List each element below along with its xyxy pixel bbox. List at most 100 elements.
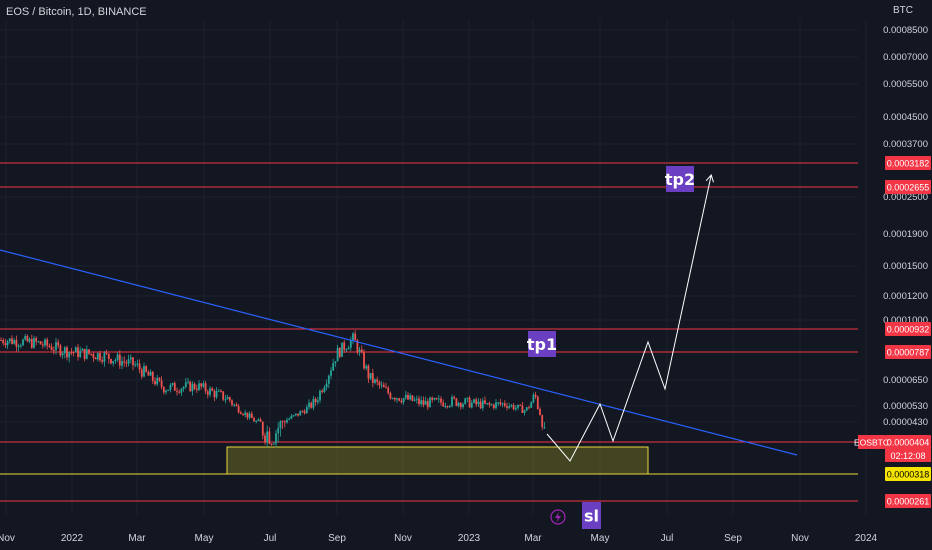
candle-body xyxy=(523,410,526,413)
candle-body xyxy=(277,428,280,434)
candle-body xyxy=(327,375,330,384)
candle-body xyxy=(488,403,491,405)
candle-body xyxy=(297,413,299,416)
y-tick-label: 0.0001000 xyxy=(883,315,928,326)
candle-body xyxy=(195,388,198,391)
candle-body xyxy=(173,383,176,391)
candle-body xyxy=(151,371,154,381)
candle-body xyxy=(134,364,137,366)
candle-body xyxy=(378,381,381,386)
candle-body xyxy=(444,406,447,408)
candle-body xyxy=(341,342,343,357)
candle-body xyxy=(530,402,533,408)
chart-grid xyxy=(0,20,867,515)
label-sl-box xyxy=(582,502,601,529)
candle-body xyxy=(162,386,165,393)
candle-body xyxy=(543,427,546,429)
candle-body xyxy=(400,400,403,403)
candle-body xyxy=(343,342,346,350)
candle-body xyxy=(305,407,308,414)
candle-body xyxy=(149,371,152,376)
candle-body xyxy=(213,390,216,398)
candle-body xyxy=(484,400,486,404)
candle-body xyxy=(398,398,401,401)
candle-body xyxy=(446,406,449,408)
candle-body xyxy=(525,407,528,411)
candle-body xyxy=(334,361,337,364)
candle-body xyxy=(347,347,350,350)
candle-body xyxy=(283,421,286,423)
candle-body xyxy=(28,339,31,342)
candle-body xyxy=(160,380,163,387)
candle-body xyxy=(202,383,205,387)
candle-body xyxy=(272,443,275,445)
price-tag-label: 0.0000787 xyxy=(887,348,930,358)
candle-body xyxy=(103,352,106,362)
candle-body xyxy=(442,402,445,407)
candle-body xyxy=(281,421,284,423)
candle-body xyxy=(440,398,442,403)
candles xyxy=(0,330,546,448)
candle-body xyxy=(226,397,229,400)
candle-body xyxy=(107,353,110,359)
label-sl: sl xyxy=(584,507,599,526)
y-tick-label: 0.0000530 xyxy=(883,401,928,412)
candle-body xyxy=(512,405,515,410)
candle-body xyxy=(354,333,357,341)
x-tick-label: Sep xyxy=(724,533,742,544)
candle-body xyxy=(68,352,71,358)
candle-body xyxy=(96,353,99,360)
candle-body xyxy=(448,406,451,408)
candle-body xyxy=(369,373,372,379)
candle-body xyxy=(217,390,220,392)
candle-body xyxy=(288,418,291,420)
candle-body xyxy=(517,404,519,408)
candle-body xyxy=(261,421,264,436)
candle-body xyxy=(30,339,33,348)
candle-body xyxy=(88,349,90,354)
candle-body xyxy=(407,394,409,400)
x-tick-label: Nov xyxy=(394,533,412,544)
candle-body xyxy=(479,401,482,409)
candle-body xyxy=(338,347,341,357)
trendline-layer xyxy=(0,249,798,456)
candle-body xyxy=(145,366,148,372)
candle-body xyxy=(171,383,174,385)
time-axis: Nov 2022 Mar May Jul Sep Nov 2023 Mar May Jul Sep No… xyxy=(0,533,878,544)
y-tick-label: 0.0000650 xyxy=(883,375,928,386)
candle-body xyxy=(116,354,119,360)
candle-body xyxy=(193,383,196,389)
candle-body xyxy=(468,397,471,408)
candle-body xyxy=(48,345,51,347)
candle-body xyxy=(349,339,352,348)
price-tags: 0.0003182 0.0002655 0.0000932 0.0000787 0.00… xyxy=(854,156,931,508)
candle-body xyxy=(101,360,104,362)
candle-body xyxy=(99,353,101,361)
candle-body xyxy=(431,397,434,400)
price-axis-currency: BTC xyxy=(893,5,913,16)
candle-body xyxy=(459,402,462,408)
candle-body xyxy=(125,362,128,364)
candle-body xyxy=(352,333,354,340)
candle-body xyxy=(330,370,332,376)
x-tick-label: May xyxy=(195,533,214,544)
candle-body xyxy=(13,340,16,344)
candle-body xyxy=(255,420,258,422)
candle-body xyxy=(534,394,537,397)
candle-body xyxy=(138,363,141,370)
candle-body xyxy=(132,357,134,366)
candle-body xyxy=(8,338,11,342)
candle-body xyxy=(319,390,321,401)
candle-body xyxy=(393,398,396,400)
candle-body xyxy=(200,383,203,387)
candle-body xyxy=(114,359,117,362)
candle-body xyxy=(222,391,225,400)
candle-body xyxy=(204,383,207,392)
lightning-icon xyxy=(550,509,566,525)
candle-body xyxy=(363,352,365,369)
candle-body xyxy=(250,413,253,419)
candle-body xyxy=(279,421,282,429)
x-tick-label: Sep xyxy=(328,533,346,544)
x-tick-label: 2022 xyxy=(61,533,84,544)
